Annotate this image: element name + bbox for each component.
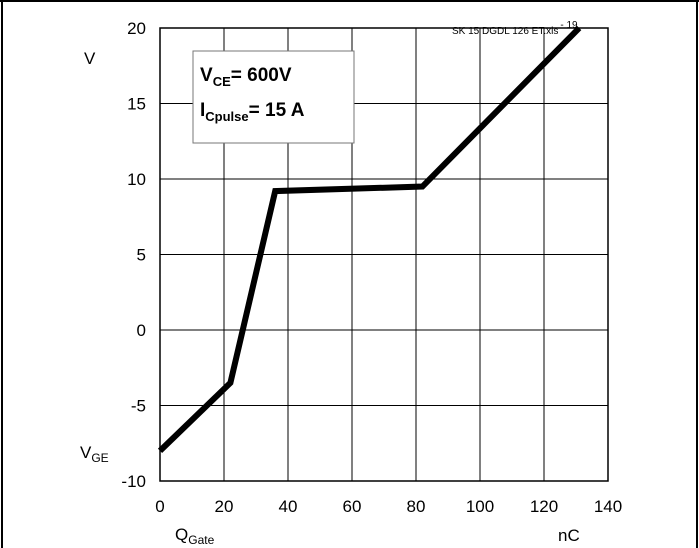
x-tick-label: 20 [215, 497, 234, 516]
y-tick-label: 10 [127, 170, 146, 189]
x-tick-label: 100 [466, 497, 494, 516]
vge-curve [157, 25, 582, 453]
y-tick-label: -5 [131, 397, 146, 416]
x-tick-labels: 0 20 40 60 80 100 120 140 [155, 497, 622, 516]
y-tick-label: 0 [137, 321, 146, 340]
x-tick-label: 60 [343, 497, 362, 516]
x-tick-label: 40 [279, 497, 298, 516]
x-tick-label: 140 [594, 497, 622, 516]
x-unit-label: nC [558, 526, 580, 545]
y-axis-label: VGE [80, 443, 109, 465]
x-tick-label: 0 [155, 497, 164, 516]
x-tick-label: 120 [530, 497, 558, 516]
y-tick-label: 15 [127, 95, 146, 114]
y-tick-labels: 20 15 10 5 0 -5 -10 [121, 19, 146, 491]
source-filename: SK 15 DGDL 126 ET.xls- 19 [452, 20, 578, 37]
plot-area-border [159, 27, 609, 482]
y-unit-label: V [84, 49, 96, 68]
y-tick-label: -10 [121, 472, 146, 491]
x-axis-label: QGate [175, 525, 215, 547]
annotation-box [192, 50, 355, 144]
annotation-vce: VCE= 600V [200, 65, 292, 89]
y-tick-label: 5 [137, 246, 146, 265]
x-tick-label: 80 [407, 497, 426, 516]
y-tick-label: 20 [127, 19, 146, 38]
annotation-icpulse: ICpulse= 15 A [200, 100, 305, 124]
